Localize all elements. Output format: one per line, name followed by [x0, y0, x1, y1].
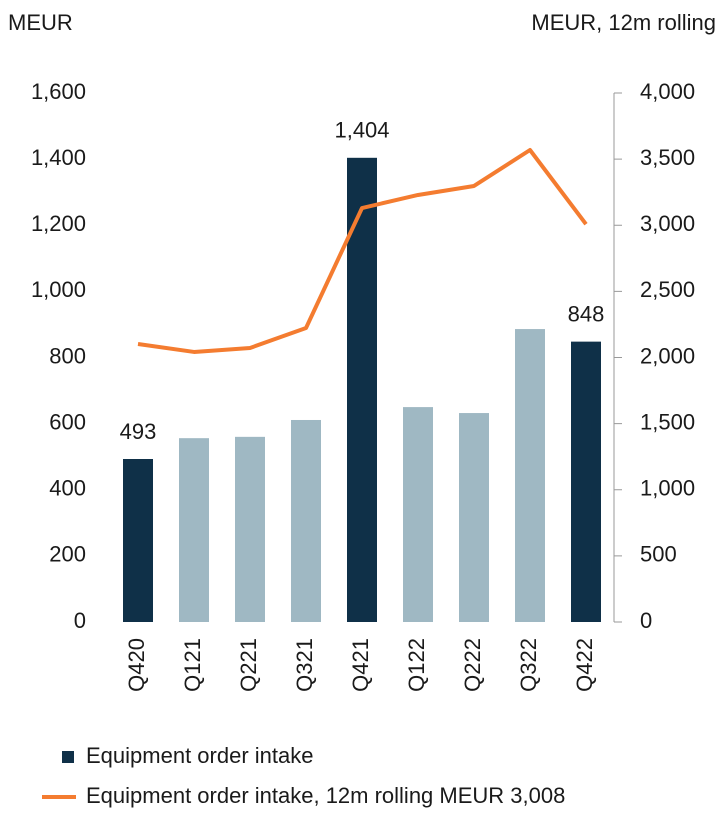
legend-label: Equipment order intake	[86, 743, 313, 768]
y2-tick-label: 2,500	[640, 277, 695, 302]
bar	[347, 157, 377, 623]
line	[137, 148, 588, 354]
y2-tick-label: 3,500	[640, 145, 695, 170]
x-tick-label: Q122	[404, 638, 429, 692]
x-tick-label: Q422	[572, 638, 597, 692]
bar	[179, 438, 209, 622]
y2-tick-label: 1,500	[640, 409, 695, 434]
y-tick-label: 600	[49, 409, 86, 434]
y2-tick-label: 500	[640, 542, 677, 567]
y-tick-label: 0	[74, 608, 86, 633]
bar	[235, 436, 265, 622]
bar	[459, 413, 489, 622]
y-tick-label: 1,000	[31, 277, 86, 302]
y2-tick-label: 2,000	[640, 343, 695, 368]
y-tick-label: 1,200	[31, 211, 86, 236]
x-tick-label: Q121	[180, 638, 205, 692]
x-tick-label: Q420	[124, 638, 149, 692]
y-axis-title: MEUR	[8, 10, 73, 35]
y-tick-label: 200	[49, 542, 86, 567]
y2-tick-label: 3,000	[640, 211, 695, 236]
legend-label: Equipment order intake, 12m rolling MEUR…	[86, 783, 565, 808]
y-tick-label: 800	[49, 343, 86, 368]
data-label: 1,404	[334, 118, 389, 143]
y-tick-label: 1,600	[31, 79, 86, 104]
data-label: 493	[120, 419, 157, 444]
x-tick-label: Q222	[460, 638, 485, 692]
data-label: 848	[568, 301, 605, 326]
y2-tick-label: 4,000	[640, 79, 695, 104]
y2-tick-label: 1,000	[640, 476, 695, 501]
x-tick-label: Q221	[236, 638, 261, 692]
x-tick-label: Q421	[348, 638, 373, 692]
y-tick-label: 1,400	[31, 145, 86, 170]
legend-swatch	[62, 751, 74, 763]
bar	[123, 459, 153, 622]
x-tick-label: Q321	[292, 638, 317, 692]
bar	[291, 419, 321, 622]
bar	[403, 407, 433, 622]
y2-axis-title: MEUR, 12m rolling	[531, 10, 716, 35]
x-tick-label: Q322	[516, 638, 541, 692]
bar	[515, 329, 545, 622]
y2-tick-label: 0	[640, 608, 652, 633]
bar	[571, 341, 601, 622]
y-tick-label: 400	[49, 476, 86, 501]
